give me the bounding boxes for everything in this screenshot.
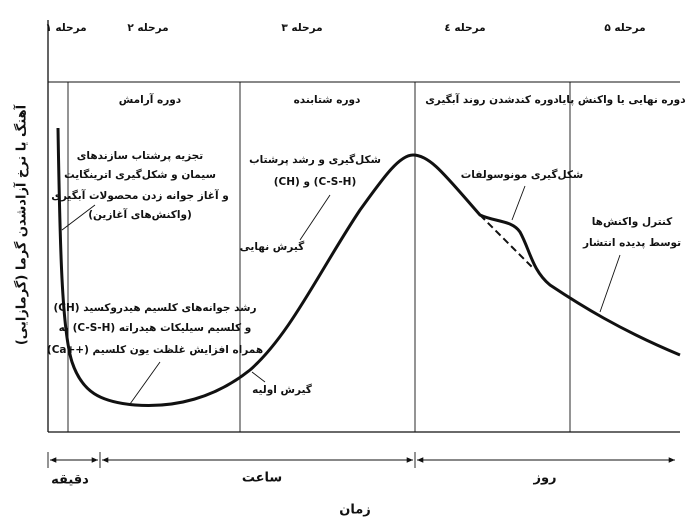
- leader: [299, 194, 331, 241]
- stage: مرحله ۱: [45, 22, 86, 34]
- stage: مرحله ٤: [444, 22, 485, 34]
- stage: مرحله ۲: [127, 22, 168, 34]
- annotation: توسط پدیده انتشار: [582, 237, 681, 249]
- dashed-curve: [479, 214, 534, 269]
- x-axis-title: زمان: [339, 503, 371, 518]
- y-axis-title: آهنگ یا نرخ آزادشدن گرما (گرمازایی): [13, 104, 30, 345]
- leader: [251, 371, 266, 383]
- time-unit: روز: [532, 471, 556, 486]
- annotation: گیرش اولیه: [252, 383, 313, 396]
- annotation: رشد جوانه‌های کلسیم هیدروکسید (CH): [53, 302, 256, 314]
- annotation: (CH) و (C-S-H): [274, 176, 357, 188]
- period: دوره کندشدن روند آبگیری: [425, 93, 559, 106]
- annotation: و آغاز جوانه زدن محصولات آبگیری: [51, 189, 228, 202]
- time-unit: دقیقه: [51, 473, 89, 488]
- period: دوره شتابنده: [294, 94, 361, 106]
- annotation: همراه افزایش غلظت یون کلسیم (++Ca): [47, 344, 263, 356]
- leader: [599, 254, 621, 313]
- annotation: تجزیه پرشتاب سازندهای: [77, 150, 203, 162]
- annotation: (واکنش‌های آغازین): [88, 208, 192, 221]
- stage: مرحله ۵: [604, 22, 645, 34]
- annotation: سیمان و شکل‌گیری اترینگایت: [64, 168, 216, 181]
- period: دوره نهایی یا واکنش پایا: [558, 94, 686, 106]
- annotation: گیرش نهایی: [240, 240, 305, 253]
- annotation: شکل‌گیری و رشد پرشتاب: [249, 153, 381, 166]
- annotation: کنترل واکنش‌ها: [592, 216, 673, 228]
- period: دوره آرامش: [119, 93, 182, 106]
- annotation: و کلسیم سیلیکات هیدراته (C-S-H) به: [59, 322, 252, 334]
- annotation: شکل‌گیری مونوسولفات: [461, 168, 584, 181]
- leader: [129, 361, 161, 405]
- stage: مرحله ۳: [281, 22, 322, 34]
- time-unit: ساعت: [242, 471, 282, 486]
- leader: [61, 204, 96, 231]
- leader: [511, 185, 526, 221]
- heat-curve: [56, 127, 681, 407]
